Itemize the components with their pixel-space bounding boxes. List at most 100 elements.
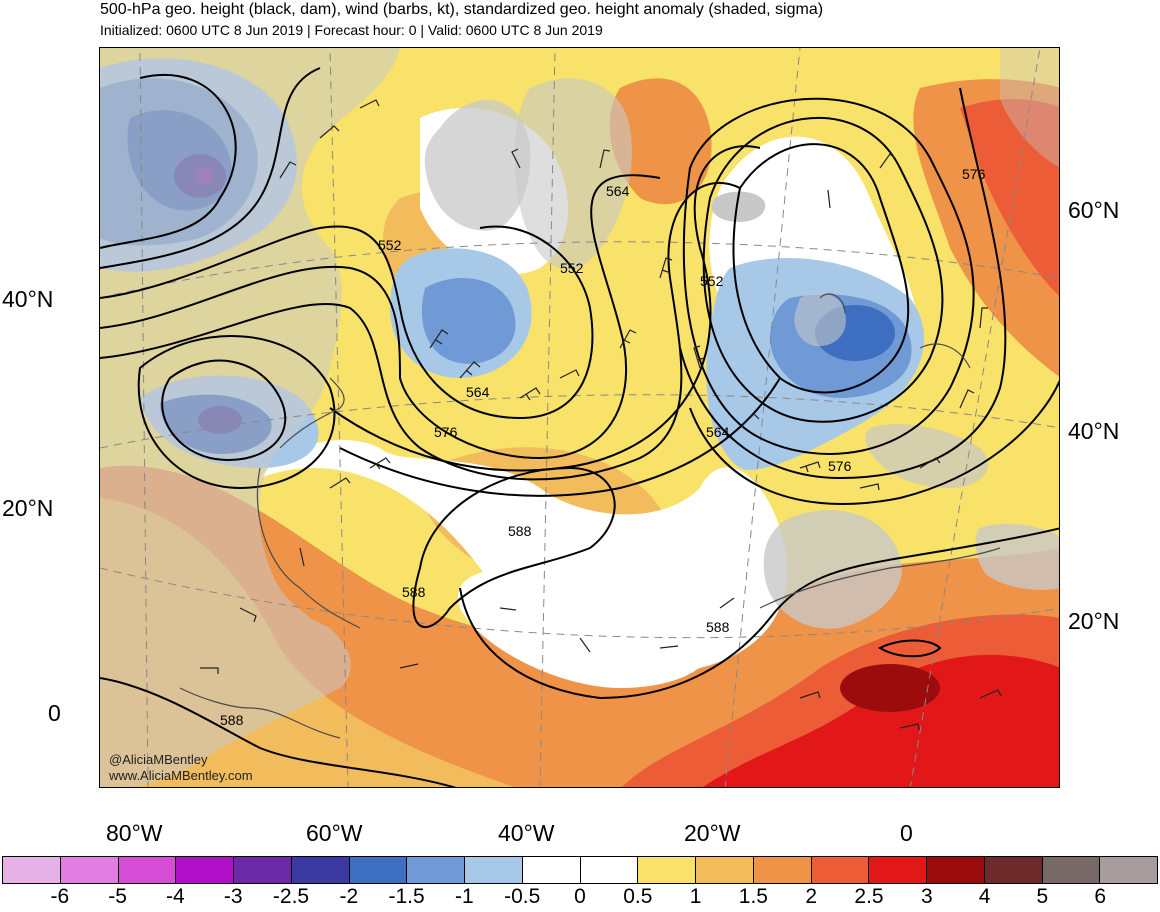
colorbar-tick-label: -1.5 [388,885,425,908]
wind-barb [239,607,257,623]
lat-label-left-20n: 20°N [2,495,54,521]
colorbar-tick-label: -1 [455,885,474,908]
wind-barbs [200,99,1002,731]
contour-label: 564 [606,183,630,199]
british-isles [794,293,846,347]
map-panel: 552 552 552 564 564 564 576 576 576 588 … [99,47,1060,788]
us-east-coast [279,377,345,449]
wind-barb [459,361,481,379]
west-africa-coast [759,547,1001,609]
colorbar-tick-label: 2 [805,885,818,908]
contour-hudson-outer [100,67,321,269]
graticule-lon-40w [539,48,556,787]
credit-site[interactable]: www.AliciaMBentley.com [109,768,253,783]
contour-label: 552 [560,260,584,276]
lat-label-left-0: 0 [48,700,61,726]
wind-barb [299,547,305,567]
wind-barb [719,597,735,609]
contour-us-outer [137,334,336,490]
colorbar-segment [638,857,696,883]
contour-europe-564 [682,97,975,455]
wind-barb [919,457,941,469]
anomaly-colorbar [2,856,1158,884]
colorbar-segment [753,857,812,883]
map-canvas: 552 552 552 564 564 564 576 576 576 588 … [100,48,1059,787]
colorbar-tick-label: -2 [339,885,359,908]
contour-588-west [412,466,616,628]
wind-barb [319,125,340,139]
contour-564 [100,182,741,481]
colorbar-tick-label: 1 [689,885,702,908]
graticule-lat-30 [100,394,1059,449]
contour-us-low [161,359,287,461]
wind-barb [859,483,880,491]
wind-barb [959,389,975,409]
colorbar-segment [696,857,754,883]
anomaly-shading-scandinavia-core [960,99,1059,296]
colorbar-tick-label: -0.5 [504,885,541,908]
colorbar-tick-label: 1.5 [738,885,768,908]
colorbar-segment [349,857,408,883]
wind-barb [359,99,380,109]
contour-label: 552 [700,273,724,289]
wind-barb [879,153,896,169]
colorbar-segment [522,857,581,883]
lat-label-right-60n: 60°N [1068,197,1120,223]
wind-barb [619,329,637,349]
colorbar-segment [580,857,639,883]
colorbar-segment [1042,857,1101,883]
colorbar-tick-label: 0 [574,885,586,908]
wind-barb [559,369,580,379]
lon-label-80w: 80°W [106,820,163,846]
contour-hudson-low [100,73,237,249]
wind-barb [693,345,705,369]
contour-label: 588 [402,584,426,600]
colorbar-segment [869,857,927,883]
map-title: 500-hPa geo. height (black, dam), wind (… [100,1,824,18]
colorbar-tick-label: -4 [166,885,185,908]
contour-582 [689,379,1059,505]
colorbar-tick-label: 0.5 [623,885,653,908]
europe-coast [819,293,971,369]
wind-barb [429,329,449,349]
map-subtitle: Initialized: 0600 UTC 8 Jun 2019 | Forec… [100,22,603,38]
wind-barb [799,461,821,473]
wind-barb [739,413,760,429]
contour-label: 588 [220,712,244,728]
contour-label: 588 [706,619,730,635]
colorbar-segment [927,857,985,883]
wind-barb [519,387,541,401]
colorbar-tick-label: -3 [223,885,243,908]
wind-barb [399,663,419,669]
greenland-landmass [514,78,632,270]
wind-barb [659,257,673,279]
wind-barb [899,723,920,731]
wind-barb [499,607,517,611]
anomaly-shading-labrador-trough [421,278,516,364]
colorbar-segment [291,857,350,883]
wind-barb [329,477,351,489]
iceland [711,191,766,223]
colorbar-segment [407,857,465,883]
colorbar-tick-label: -2.5 [272,885,310,908]
height-contours [100,67,1059,787]
contour-588-south [100,677,457,787]
graticule-lon-20w [724,48,801,787]
contour-558 [100,174,661,460]
contour-label: 552 [378,237,402,253]
coastlines [179,293,1001,739]
colorbar-segment [811,857,870,883]
colorbar-tick-label: 3 [920,885,933,908]
wind-barb [799,691,821,699]
contour-576-east [679,87,1007,480]
north-africa-coast [763,510,902,629]
graticule-lat-50 [100,241,1059,299]
colorbar-tick-label: -5 [108,885,127,908]
wind-barb [511,148,521,169]
lon-label-40w: 40°W [498,820,555,846]
lat-label-right-40n: 40°N [1068,418,1120,444]
colorbar-segment [176,857,234,883]
colorbar-tick-label: 2.5 [854,885,884,908]
colorbar-segment [1100,857,1157,883]
anomaly-shading-central-atlantic [458,560,716,688]
